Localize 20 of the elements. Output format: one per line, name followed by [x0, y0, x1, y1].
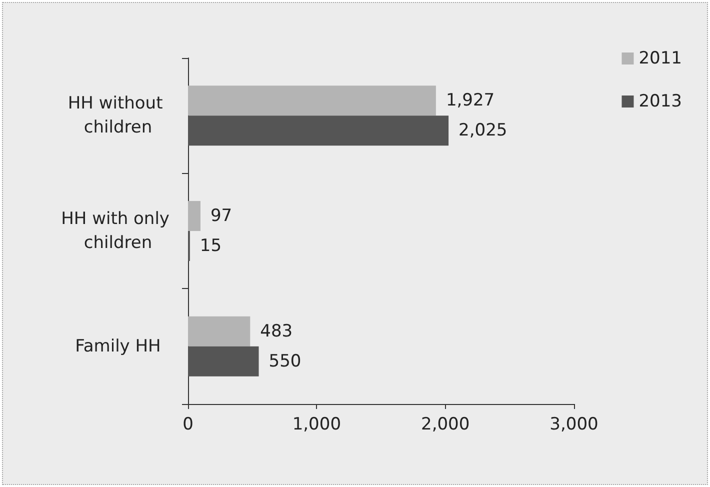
data-label: 15: [200, 236, 222, 256]
y-tick-label: Family HH: [75, 336, 161, 356]
x-tick-label: 3,000: [550, 414, 598, 434]
legend-label: 2013: [638, 92, 682, 112]
y-tick-label: HH without children: [68, 94, 168, 138]
data-label: 97: [210, 206, 232, 226]
x-tick-label: 0: [182, 414, 194, 434]
bar: [188, 346, 259, 376]
bar: [188, 86, 436, 116]
data-label: 1,927: [446, 90, 495, 111]
x-tick-label: 1,000: [292, 414, 342, 434]
data-label: 550: [268, 351, 302, 372]
bar: [188, 201, 200, 231]
bar: [188, 116, 449, 146]
legend-label: 2011: [638, 48, 682, 68]
data-label: 2,025: [458, 120, 508, 141]
bar: [188, 316, 250, 346]
x-tick-label: 2,000: [420, 414, 470, 434]
y-tick-label: HH with only children: [61, 209, 175, 253]
data-label: 483: [260, 321, 293, 342]
